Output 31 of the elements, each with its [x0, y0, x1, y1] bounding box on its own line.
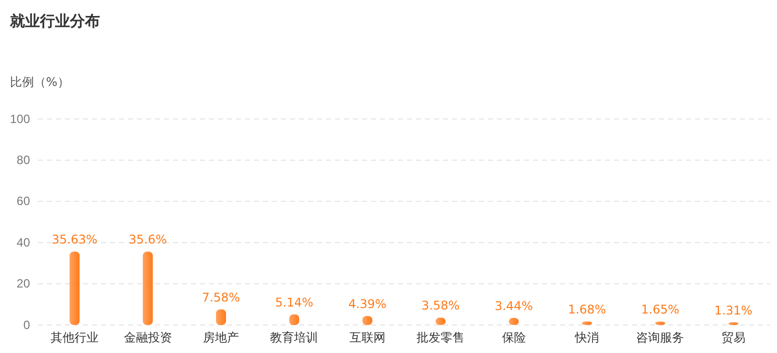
- x-tick-label: 互联网: [349, 330, 386, 345]
- bar: [216, 309, 226, 325]
- x-tick-label: 教育培训: [270, 330, 318, 345]
- x-tick-label: 快消: [574, 330, 599, 345]
- y-tick-label: 100: [10, 112, 30, 126]
- y-tick-label: 20: [16, 276, 30, 291]
- data-label: 1.65%: [641, 302, 680, 317]
- bar: [70, 252, 80, 325]
- chart-title: 就业行业分布: [9, 12, 100, 30]
- y-tick-label: 60: [16, 194, 30, 208]
- x-tick-label: 金融投资: [124, 330, 172, 345]
- data-label: 4.39%: [348, 296, 386, 311]
- x-tick-label: 房地产: [203, 330, 239, 345]
- x-tick-label: 批发零售: [416, 330, 465, 345]
- data-label: 35.6%: [128, 232, 167, 247]
- data-label: 3.44%: [494, 298, 533, 313]
- data-label: 1.31%: [714, 303, 752, 318]
- y-tick-label: 40: [16, 235, 30, 250]
- data-label: 3.58%: [422, 298, 460, 313]
- data-label: 7.58%: [202, 290, 240, 304]
- y-axis-title: 比例（%）: [10, 75, 70, 89]
- y-tick-label: 0: [23, 318, 30, 332]
- x-tick-label: 贸易: [721, 330, 746, 345]
- data-label: 1.68%: [568, 302, 606, 317]
- x-tick-label: 保险: [502, 330, 526, 345]
- x-tick-label: 咨询服务: [636, 330, 684, 345]
- data-label: 5.14%: [275, 295, 314, 310]
- data-label: 35.63%: [52, 232, 98, 247]
- bar: [142, 252, 153, 325]
- x-tick-label: 其他行业: [50, 330, 99, 345]
- y-tick-label: 80: [16, 153, 30, 168]
